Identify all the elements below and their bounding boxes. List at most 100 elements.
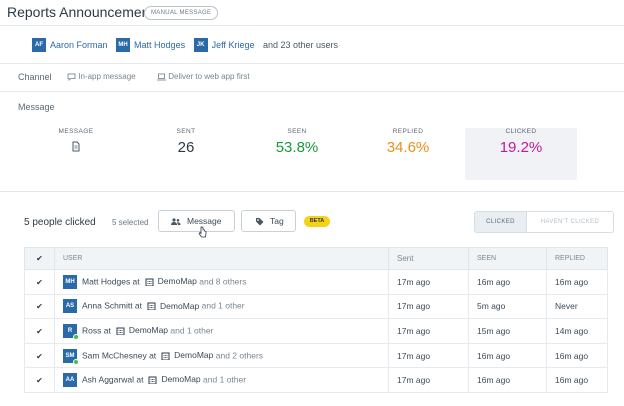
table-row[interactable]: ✔ SM Sam McChesney at DemoMap and 2 others 1… <box>24 342 608 369</box>
recipients-bar: AF Aaron Forman MH Matt Hodges JK Jeff Krie… <box>0 26 624 64</box>
recipient-list: AF Aaron Forman MH Matt Hodges JK Jeff Krie… <box>32 38 338 52</box>
message-button-label: Message <box>187 216 222 226</box>
other-users-count[interactable]: and 23 other users <box>262 40 339 50</box>
message-section-label: Message <box>18 102 55 112</box>
mouse-cursor-icon <box>198 226 207 238</box>
company-name[interactable]: DemoMap <box>148 374 201 385</box>
user-cell[interactable]: AS Anna Schmitt at DemoMap and 1 other <box>54 293 389 320</box>
tag-button-label: Tag <box>270 216 284 226</box>
check-icon: ✔ <box>36 302 43 312</box>
user-cell[interactable]: AA Ash Aggarwal at DemoMap and 1 other <box>54 367 389 393</box>
recipient-link[interactable]: Aaron Forman <box>50 40 108 50</box>
row-checkbox[interactable]: ✔ <box>24 318 55 344</box>
avatar: SM <box>63 348 79 365</box>
avatar: R <box>63 323 79 340</box>
sent-cell: 17m ago <box>388 318 469 344</box>
stat-clicked[interactable]: CLICKED 19.2% <box>466 128 576 156</box>
channel-option-label: Deliver to web app first <box>168 72 250 81</box>
seen-cell: 15m ago <box>468 318 547 344</box>
others-count: and 1 other <box>201 300 245 311</box>
company-label: DemoMap <box>174 349 214 360</box>
company-name[interactable]: DemoMap <box>161 350 213 360</box>
building-icon <box>145 278 154 286</box>
stat-value: 53.8% <box>275 139 319 156</box>
manual-message-badge: MANUAL MESSAGE <box>144 6 219 20</box>
table-row[interactable]: ✔ MH Matt Hodges at DemoMap and 8 others 17m… <box>24 269 608 295</box>
stat-message[interactable]: MESSAGE <box>21 128 131 156</box>
replied-cell: 14m ago <box>546 318 608 344</box>
company-label: DemoMap <box>161 374 201 385</box>
stat-replied[interactable]: REPLIED 34.6% <box>353 128 463 156</box>
replied-cell: 16m ago <box>546 367 608 393</box>
stat-sent[interactable]: SENT 26 <box>131 128 241 156</box>
check-icon: ✔ <box>36 351 43 361</box>
stat-value <box>21 139 131 156</box>
user-name[interactable]: Ash Aggarwal at <box>82 374 144 385</box>
recipient-link[interactable]: Matt Hodges <box>134 40 186 50</box>
filter-not-clicked-tab[interactable]: HAVEN'T CLICKED <box>527 211 614 233</box>
user-name[interactable]: Ross at <box>82 325 111 336</box>
stat-label: CLICKED <box>505 128 537 135</box>
table-row[interactable]: ✔ AS Anna Schmitt at DemoMap and 1 other 17m… <box>24 293 608 320</box>
company-name[interactable]: DemoMap <box>116 325 168 335</box>
user-cell[interactable]: SM Sam McChesney at DemoMap and 2 others <box>54 342 389 369</box>
company-name[interactable]: DemoMap <box>145 276 197 286</box>
column-header-sent[interactable]: Sent <box>388 247 469 270</box>
row-checkbox[interactable]: ✔ <box>24 367 55 393</box>
company-label: DemoMap <box>128 325 169 336</box>
sent-cell: 17m ago <box>388 293 469 320</box>
stat-label: REPLIED <box>392 128 424 135</box>
document-icon <box>72 141 80 152</box>
table-row[interactable]: ✔ R Ross at DemoMap and 1 other 17m ago 15m a… <box>24 318 608 344</box>
user-name[interactable]: Anna Schmitt at <box>82 300 143 311</box>
check-icon: ✔ <box>36 376 43 386</box>
avatar: MH <box>116 38 131 52</box>
row-checkbox[interactable]: ✔ <box>24 342 55 369</box>
recipients-panel: 5 people clicked 5 selected Message Tag … <box>0 192 624 406</box>
message-button[interactable]: Message <box>158 210 235 232</box>
recipients-table: ✔ USER Sent SEEN REPLIED ✔ MH Matt Hodges … <box>24 247 608 393</box>
table-header-row: ✔ USER Sent SEEN REPLIED <box>24 247 608 270</box>
stat-seen[interactable]: SEEN 53.8% <box>242 128 352 156</box>
tag-button[interactable]: Tag <box>241 210 296 232</box>
select-all-checkbox[interactable]: ✔ <box>24 247 55 270</box>
user-cell[interactable]: R Ross at DemoMap and 1 other <box>54 318 389 344</box>
user-cell[interactable]: MH Matt Hodges at DemoMap and 8 others <box>54 269 389 295</box>
row-checkbox[interactable]: ✔ <box>24 269 55 295</box>
others-count: and 8 others <box>199 276 247 287</box>
channel-option-inapp: In-app message <box>67 72 136 81</box>
table-row[interactable]: ✔ AA Ash Aggarwal at DemoMap and 1 other 17m… <box>24 367 608 393</box>
avatar: AA <box>63 373 77 388</box>
recipient-link[interactable]: Jeff Kriege <box>211 40 255 50</box>
channel-option-webapp: Deliver to web app first <box>157 72 250 81</box>
column-header-replied[interactable]: REPLIED <box>546 247 608 270</box>
users-icon <box>171 218 181 225</box>
others-count: and 1 other <box>203 374 247 385</box>
stat-label: SEEN <box>287 128 307 135</box>
replied-cell: 16m ago <box>546 342 608 369</box>
building-icon <box>116 327 125 335</box>
check-icon: ✔ <box>36 326 43 336</box>
building-icon <box>161 352 170 360</box>
company-label: DemoMap <box>157 276 197 287</box>
row-checkbox[interactable]: ✔ <box>24 293 55 320</box>
user-name[interactable]: Matt Hodges at <box>82 276 140 287</box>
column-header-user[interactable]: USER <box>54 247 389 270</box>
clicked-stat-highlight[interactable] <box>465 128 577 180</box>
filter-clicked-tab[interactable]: CLICKED <box>474 211 527 233</box>
avatar: AS <box>63 299 77 314</box>
channel-row: Channel In-app message Deliver to web ap… <box>0 64 624 92</box>
others-count: and 1 other <box>170 325 214 336</box>
page-title: Reports Announcement <box>7 4 154 20</box>
laptop-icon <box>157 73 166 81</box>
selected-count: 5 selected <box>112 218 149 227</box>
company-name[interactable]: DemoMap <box>147 301 199 311</box>
user-name[interactable]: Sam McChesney at <box>82 349 157 360</box>
seen-cell: 5m ago <box>468 293 547 320</box>
stat-value: 26 <box>177 139 195 156</box>
tag-icon <box>256 218 264 226</box>
avatar: AF <box>32 38 46 52</box>
replied-cell: 16m ago <box>546 269 608 295</box>
column-header-seen[interactable]: SEEN <box>468 247 547 270</box>
avatar: JK <box>193 38 208 52</box>
